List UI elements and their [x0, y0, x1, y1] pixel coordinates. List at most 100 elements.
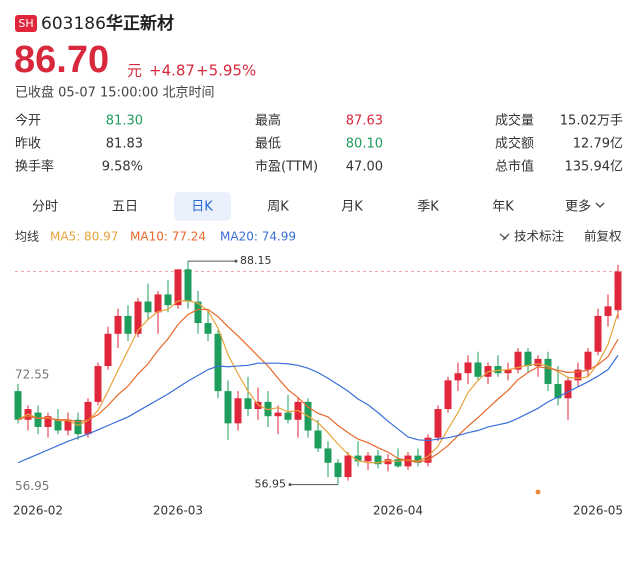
candle-body: [264, 401, 272, 417]
period-tab[interactable]: 年K: [492, 200, 514, 215]
ma-legend: MA5: 80.97: [50, 230, 118, 244]
y-tick-label: 56.95: [15, 479, 49, 493]
period-tab[interactable]: 分时: [32, 200, 58, 215]
candle-body: [144, 301, 152, 313]
candle-body: [184, 269, 192, 302]
price: 86.70: [14, 39, 109, 81]
candle-body: [394, 459, 402, 467]
stat-label: 换手率: [15, 159, 54, 175]
stat-label: 成交量: [495, 113, 534, 129]
candle-body: [554, 383, 562, 399]
candle-body: [504, 369, 512, 374]
market-badge: [15, 15, 37, 32]
stat-label: 市盈(TTM): [255, 159, 318, 175]
candle-body: [194, 301, 202, 324]
low-dot: [288, 483, 292, 487]
market-status: 已收盘 05-07 15:00:00 北京时间: [15, 85, 215, 101]
period-tab[interactable]: 五日: [112, 200, 138, 215]
candle-body: [454, 373, 462, 381]
stat-value: 135.94亿: [565, 160, 624, 175]
candle-body: [44, 416, 52, 427]
indicator-label: 均线: [15, 230, 39, 244]
stat-label: 今开: [15, 113, 41, 129]
x-tick-label: 2026-02: [13, 504, 63, 518]
candle-body: [124, 315, 132, 334]
candle-body: [104, 333, 112, 367]
price-change: +4.87: [149, 62, 195, 80]
candle-body: [314, 430, 322, 449]
x-tick-label: 2026-05: [573, 504, 623, 518]
candle-body: [74, 419, 82, 435]
y-tick-label: 72.55: [15, 367, 49, 381]
candle-body: [174, 269, 182, 306]
candle-body: [464, 362, 472, 374]
chart-tool[interactable]: 前复权: [584, 229, 622, 244]
stat-label: 成交额: [495, 136, 534, 152]
price-change-pct: +5.95%: [196, 62, 256, 80]
ma-legend: MA20: 74.99: [220, 230, 296, 244]
period-tab[interactable]: 更多: [565, 199, 591, 215]
candle-body: [584, 351, 592, 370]
event-dot: [535, 489, 541, 495]
stat-value: 12.79亿: [573, 137, 623, 152]
stat-value: 80.10: [346, 137, 383, 152]
stat-label: 总市值: [495, 159, 534, 175]
active-tab-bg: [174, 192, 231, 221]
candle-body: [54, 419, 62, 431]
candle-body: [344, 455, 352, 478]
candle-body: [424, 437, 432, 463]
tool-icon: [499, 233, 510, 241]
ma-line: [17, 300, 619, 464]
x-tick-label: 2026-03: [153, 504, 203, 518]
stat-value: 81.30: [106, 114, 143, 129]
stat-value: 15.02万手: [560, 114, 623, 129]
candle-body: [14, 391, 22, 420]
candle-body: [444, 380, 452, 410]
stat-label: 最低: [255, 137, 281, 152]
candle-body: [134, 301, 142, 334]
stock-name: 华正新材: [106, 13, 174, 34]
ma-legend: MA10: 77.24: [130, 230, 206, 244]
stat-label: 昨收: [15, 137, 41, 152]
candle-body: [114, 315, 122, 334]
period-tab[interactable]: 日K: [191, 200, 213, 215]
high-label: 88.15: [240, 254, 272, 267]
candle-body: [534, 358, 542, 367]
candle-body: [574, 369, 582, 381]
chart-tool[interactable]: 技术标注: [514, 229, 565, 244]
candle-body: [224, 391, 232, 424]
high-dot: [234, 259, 238, 263]
period-tab[interactable]: 月K: [341, 200, 363, 215]
candle-body: [274, 412, 282, 417]
stat-value: 87.63: [346, 114, 383, 129]
candle-body: [374, 455, 382, 465]
candle-body: [84, 401, 92, 435]
candle-body: [324, 448, 332, 463]
ma-line: [17, 355, 619, 464]
candle-body: [364, 455, 372, 462]
period-tab[interactable]: 周K: [267, 200, 289, 215]
candle-body: [604, 306, 612, 316]
period-tab[interactable]: 季K: [417, 200, 439, 215]
candle-body: [284, 412, 292, 420]
candle-body: [254, 401, 262, 410]
candle-body: [234, 398, 242, 424]
candle-body: [614, 271, 622, 311]
candle-body: [494, 366, 502, 374]
candle-body: [544, 358, 552, 384]
candle-body: [204, 323, 212, 334]
candle-body: [334, 462, 342, 478]
stat-value: 81.83: [106, 137, 143, 152]
ma-line: [17, 308, 619, 463]
candle-body: [384, 459, 392, 465]
candle-body: [564, 380, 572, 399]
candle-body: [414, 455, 422, 463]
candle-body: [244, 398, 252, 410]
stat-label: 最高: [255, 113, 281, 129]
candle-body: [524, 351, 532, 367]
candle-body: [474, 362, 482, 377]
stock-code: 603186: [41, 14, 106, 34]
candle-body: [154, 294, 162, 313]
badge-text: SH: [18, 17, 33, 30]
